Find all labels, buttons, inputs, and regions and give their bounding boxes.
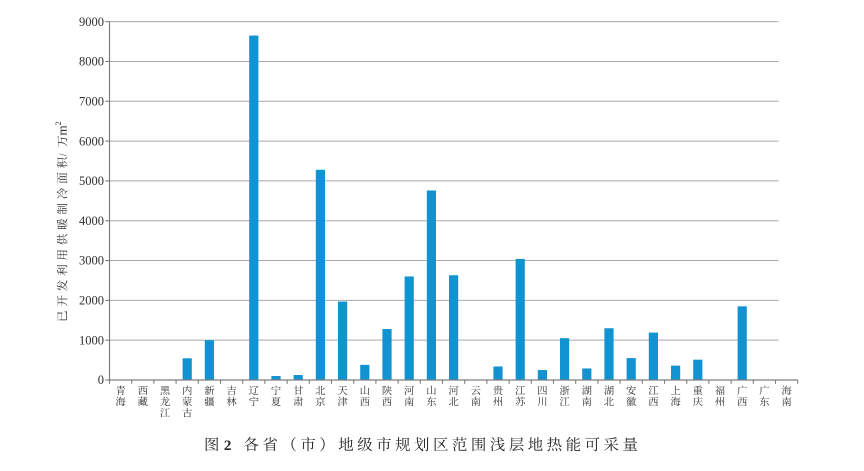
svg-text:5000: 5000 [79, 174, 104, 188]
svg-text:/: / [59, 153, 70, 156]
svg-text:6000: 6000 [79, 134, 104, 148]
svg-text:1000: 1000 [79, 333, 104, 347]
svg-text:4000: 4000 [79, 214, 104, 228]
svg-text:3000: 3000 [79, 254, 104, 268]
svg-text:7000: 7000 [79, 94, 104, 108]
svg-text:2: 2 [224, 438, 232, 454]
svg-text:m: m [55, 125, 70, 135]
svg-text:8000: 8000 [79, 55, 104, 69]
svg-text:2000: 2000 [79, 294, 104, 308]
svg-text:9000: 9000 [79, 15, 104, 29]
svg-text:2: 2 [53, 121, 63, 125]
svg-text:0: 0 [98, 373, 104, 387]
